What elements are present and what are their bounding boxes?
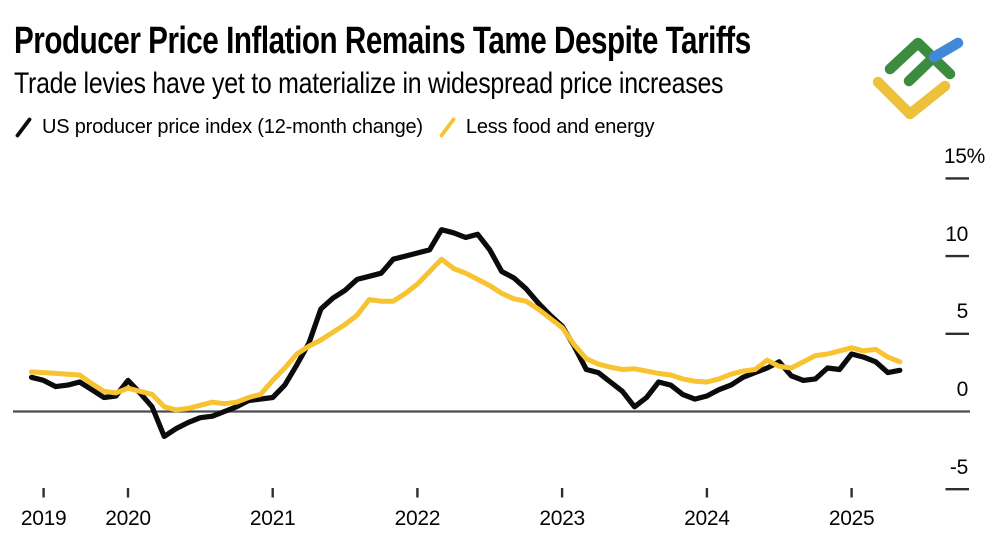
page-subtitle: Trade levies have yet to materialize in … bbox=[14, 67, 724, 100]
yellow-slash-icon bbox=[439, 117, 456, 137]
litefinance-logo-icon bbox=[872, 37, 964, 120]
x-axis-label: 2023 bbox=[539, 507, 585, 530]
x-axis-label: 2019 bbox=[20, 507, 67, 530]
y-axis-label: 15% bbox=[943, 144, 985, 168]
green-f-icon bbox=[884, 37, 956, 87]
legend-label-ppi: US producer price index (12-month change… bbox=[42, 115, 423, 138]
yellow-check-icon bbox=[872, 76, 951, 120]
litefinance-logo bbox=[864, 18, 976, 135]
legend-label-core: Less food and energy bbox=[465, 115, 655, 138]
chart-legend: US producer price index (12-month change… bbox=[14, 113, 654, 141]
x-axis-label: 2022 bbox=[394, 507, 441, 530]
legend-item-ppi: US producer price index (12-month change… bbox=[14, 116, 423, 139]
y-axis-label: 5 bbox=[956, 300, 969, 324]
x-axis-label: 2024 bbox=[684, 507, 730, 530]
x-axis-label: 2021 bbox=[249, 507, 296, 530]
legend-item-core: Less food and energy bbox=[438, 116, 654, 139]
black-slash-icon bbox=[15, 117, 32, 137]
x-axis-label: 2025 bbox=[828, 507, 875, 530]
y-axis-label: 10 bbox=[945, 222, 968, 246]
core-line bbox=[29, 256, 903, 413]
x-axis-label: 2020 bbox=[105, 507, 151, 530]
y-axis-label: -5 bbox=[949, 455, 968, 479]
ppi-line bbox=[28, 227, 903, 439]
blue-accent-icon bbox=[928, 37, 964, 63]
y-axis-label: 0 bbox=[956, 378, 969, 401]
page-title: Producer Price Inflation Remains Tame De… bbox=[14, 20, 751, 62]
